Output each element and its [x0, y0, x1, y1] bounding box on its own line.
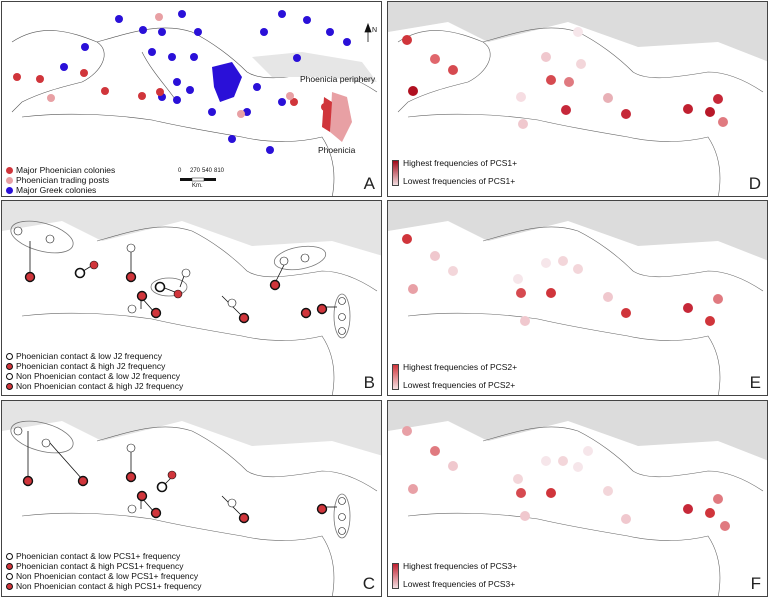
panel-c: Phoenician contact & low PCS1+ frequency… [1, 400, 382, 597]
legend-label: Phoenician contact & low PCS1+ frequency [16, 551, 181, 561]
legend-high-label: Highest frequencies of PCS3+ [403, 561, 518, 571]
map-f [388, 401, 767, 596]
panel-letter: C [362, 574, 375, 593]
legend-label: Phoenician contact & high J2 frequency [16, 361, 166, 371]
legend-row: Non Phoenician contact & high J2 frequen… [6, 381, 183, 391]
legend-row: Phoenician contact & high J2 frequency [6, 361, 183, 371]
pcs1-contact-dots [13, 426, 346, 535]
panel-f: Highest frequencies of PCS3+ Lowest freq… [387, 400, 768, 597]
legend-row: Non Phoenician contact & low J2 frequenc… [6, 371, 183, 381]
panel-letter: A [363, 174, 375, 193]
legend-low-label: Lowest frequencies of PCS3+ [403, 579, 516, 589]
map-a [11, 10, 378, 196]
legend-row: Non Phoenician contact & high PCS1+ freq… [6, 581, 201, 591]
panel-a: Phoenicia periphery Phoenicia N 0 270 54… [1, 1, 382, 197]
panel-letter: E [749, 373, 761, 392]
panel-e: Highest frequencies of PCS2+ Lowest freq… [387, 200, 768, 396]
legend-row: Phoenician contact & low PCS1+ frequency [6, 551, 201, 561]
pcs3-dots [402, 426, 730, 531]
label-phoenicia: Phoenicia [318, 145, 356, 155]
legend-label: Major Greek colonies [16, 185, 97, 195]
open-thin-dot-icon [6, 372, 13, 380]
filled-bold-dot-icon [6, 562, 13, 570]
filled-bold-dot-icon [6, 362, 13, 370]
legend-b: Phoenician contact & low J2 frequency Ph… [6, 351, 183, 391]
scale-tick-0: 0 [178, 168, 182, 174]
map-e [388, 201, 767, 395]
legend-low-label: Lowest frequencies of PCS2+ [403, 380, 516, 390]
legend-label: Non Phoenician contact & low PCS1+ frequ… [16, 571, 199, 581]
trading-post-dot-icon [6, 176, 13, 184]
north-arrow-label: N [372, 27, 378, 34]
scale-unit: Km. [192, 183, 203, 189]
phoenician-colony-dots [13, 69, 329, 111]
label-phoenicia-periphery: Phoenicia periphery [300, 74, 376, 84]
legend-row: Phoenician contact & high PCS1+ frequenc… [6, 561, 201, 571]
legend-row: Major Greek colonies [6, 185, 115, 195]
filled-thin-dot-icon [6, 582, 13, 590]
panel-d: Highest frequencies of PCS1+ Lowest freq… [387, 1, 768, 197]
legend-low-label: Lowest frequencies of PCS1+ [403, 176, 516, 186]
panel-letter: B [363, 373, 375, 392]
legend-label: Phoenician contact & high PCS1+ frequenc… [16, 561, 184, 571]
j2-dots [13, 226, 346, 335]
scale-tick-810: 810 [214, 168, 225, 174]
filled-thin-dot-icon [6, 382, 13, 390]
open-bold-dot-icon [6, 552, 13, 560]
greek-colony-dot-icon [6, 186, 13, 194]
gradient-bar-icon [392, 563, 399, 589]
legend-label: Phoenician contact & low J2 frequency [16, 351, 163, 361]
open-bold-dot-icon [6, 352, 13, 360]
legend-row: Non Phoenician contact & low PCS1+ frequ… [6, 571, 201, 581]
legend-row: Major Phoenician colonies [6, 165, 115, 175]
scale-tick-540: 540 [202, 168, 213, 174]
map-d [388, 2, 767, 196]
map-b [2, 201, 381, 395]
gradient-bar-icon [392, 160, 399, 186]
map-c [2, 401, 381, 596]
open-thin-dot-icon [6, 572, 13, 580]
legend-label: Non Phoenician contact & high PCS1+ freq… [16, 581, 202, 591]
scale-tick-270: 270 [190, 168, 201, 174]
legend-label: Major Phoenician colonies [16, 165, 116, 175]
trading-post-dots [47, 13, 294, 118]
panel-letter: F [750, 574, 761, 593]
gradient-bar-icon [392, 364, 399, 390]
pcs2-dots [402, 234, 723, 326]
legend-label: Non Phoenician contact & low J2 frequenc… [16, 371, 180, 381]
legend-c: Phoenician contact & low PCS1+ frequency… [6, 551, 201, 591]
legend-high-label: Highest frequencies of PCS2+ [403, 362, 518, 372]
scale-bar [180, 177, 216, 182]
legend-label: Non Phoenician contact & high J2 frequen… [16, 381, 184, 391]
legend-high-label: Highest frequencies of PCS1+ [403, 158, 518, 168]
legend-row: Phoenician trading posts [6, 175, 115, 185]
panel-b: Phoenician contact & low J2 frequency Ph… [1, 200, 382, 396]
legend-label: Phoenician trading posts [16, 175, 110, 185]
legend-row: Phoenician contact & low J2 frequency [6, 351, 183, 361]
major-phoenician-dot-icon [6, 166, 13, 174]
panel-letter: D [748, 174, 761, 193]
pcs1-dots [402, 27, 728, 129]
legend-a: Major Phoenician colonies Phoenician tra… [6, 165, 115, 195]
